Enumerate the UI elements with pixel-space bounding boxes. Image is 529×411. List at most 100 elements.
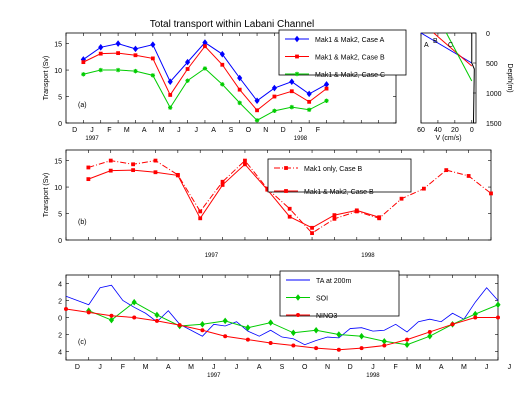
x-tick-label: D	[348, 364, 353, 371]
data-point	[198, 216, 203, 221]
data-point	[382, 343, 387, 348]
data-point	[306, 90, 312, 98]
x-tick-label: J	[299, 127, 303, 134]
data-point	[243, 158, 247, 163]
x-tick-label: F	[316, 127, 320, 134]
year-label: 1998	[366, 373, 380, 379]
annotation-label: C	[448, 42, 453, 49]
data-point	[272, 108, 277, 114]
annotation-label: B	[433, 38, 438, 45]
data-point	[131, 162, 136, 167]
data-point	[199, 321, 206, 328]
year-label: 1997	[205, 253, 219, 259]
data-point	[220, 82, 225, 87]
legend-marker	[284, 189, 288, 193]
data-point	[167, 78, 173, 85]
x-tick-label: A	[211, 127, 216, 134]
year-label: 1998	[361, 253, 375, 259]
data-point	[289, 78, 295, 85]
data-point	[220, 179, 225, 184]
y-tick-label: 2	[58, 299, 62, 306]
x-tick-label: M	[188, 364, 194, 371]
panel-depth: 0 500 1000 1500 60 40 20 0 Depth(m) V (cm/s) AB C	[417, 31, 513, 142]
data-point	[220, 62, 225, 67]
x-tick-label: D	[75, 364, 80, 371]
data-point	[237, 87, 242, 92]
data-point	[184, 58, 191, 66]
data-point	[332, 216, 337, 221]
data-point	[255, 108, 259, 113]
legend-label: Mak1 & Mak2, Case A	[315, 37, 385, 44]
data-point	[237, 100, 242, 106]
data-point	[153, 170, 158, 175]
year-label: 1998	[294, 136, 308, 142]
data-point	[168, 105, 173, 110]
data-point	[336, 331, 342, 338]
y-tick-label: 500	[486, 61, 498, 68]
x-tick-label: A	[257, 364, 262, 371]
y-axis-label: Transport (Sv)	[43, 56, 50, 100]
legend-label: NINO3	[316, 313, 338, 320]
x-tick-label: M	[461, 364, 467, 371]
data-point	[203, 44, 207, 49]
legend-box	[278, 29, 407, 76]
x-tick-label: D	[281, 127, 286, 134]
data-point	[98, 67, 103, 73]
data-point	[98, 44, 104, 51]
y-tick-label: 0	[58, 238, 62, 245]
y-axis-label: Transport (Sv)	[43, 173, 50, 217]
data-point	[310, 231, 314, 236]
panel-label: (b)	[78, 219, 87, 226]
x-tick-label: J	[235, 364, 239, 371]
data-point	[198, 209, 203, 214]
x-tick-label: A	[439, 364, 444, 371]
data-point	[108, 158, 113, 163]
data-point	[116, 51, 121, 56]
data-point	[64, 307, 68, 311]
panel-c: 4 2 0 2 4 D J F M A M J J A S O N D J F M A M J J 1997 1998 (c) TA a…	[58, 270, 511, 379]
y-tick-label: 0	[58, 121, 62, 128]
x-tick-label: F	[121, 364, 125, 371]
x-tick-label: N	[263, 127, 268, 134]
data-point	[108, 168, 113, 173]
legend-label: Mak1 & Mak2, Case B	[304, 189, 374, 196]
data-point	[310, 225, 314, 230]
legend-marker	[296, 313, 300, 317]
data-point	[222, 317, 228, 325]
data-point	[289, 89, 294, 94]
data-point	[200, 328, 205, 333]
x-tick-label: J	[371, 364, 375, 371]
data-point	[154, 311, 160, 319]
y-tick-label: 15	[54, 42, 62, 49]
data-point	[313, 326, 319, 334]
data-point	[223, 334, 228, 339]
data-point	[153, 158, 158, 163]
data-point	[131, 298, 137, 306]
data-point	[405, 337, 410, 342]
data-point	[466, 174, 471, 178]
x-tick-label: 40	[434, 127, 442, 134]
data-point	[109, 313, 114, 318]
data-point	[421, 186, 426, 191]
data-point	[219, 50, 225, 58]
panel-b: 0 5 10 15 1997 1998 Transport (Sv) (b) Mak1 only…	[43, 149, 493, 259]
data-point	[268, 319, 274, 326]
legend: Mak1 & Mak2, Case A Mak1 & Mak2, Case B Ma…	[278, 29, 407, 79]
x-tick-label: S	[229, 127, 234, 134]
x-tick-label: S	[280, 364, 285, 371]
x-tick-label: O	[246, 127, 252, 134]
data-point	[314, 346, 319, 351]
data-point	[115, 67, 121, 73]
legend-label: Mak1 only, Case B	[304, 166, 363, 173]
data-point	[115, 40, 121, 47]
legend-marker	[294, 35, 300, 43]
data-point	[81, 72, 86, 77]
x-tick-label: J	[90, 127, 94, 134]
data-point	[324, 98, 329, 103]
panels-layer: 0 5 10 15 D J F M A M J J A S O N D J F 1997 1998 Transport (…	[43, 29, 513, 379]
data-point	[220, 183, 225, 187]
x-tick-label: 60	[417, 127, 425, 134]
y-tick-label: 0	[486, 31, 490, 38]
y-tick-label: 4	[58, 282, 62, 289]
